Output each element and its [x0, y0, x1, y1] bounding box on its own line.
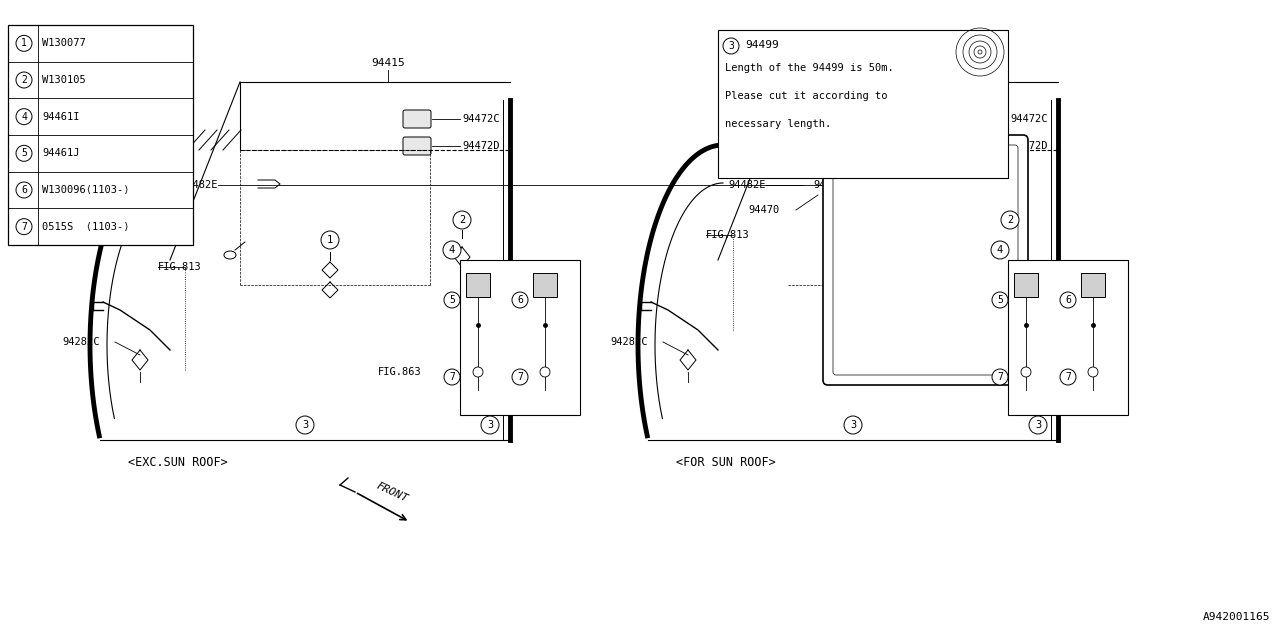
Circle shape: [15, 72, 32, 88]
Bar: [532, 273, 557, 297]
Text: 94415: 94415: [923, 58, 957, 68]
Text: 94282C: 94282C: [611, 337, 648, 347]
Text: Length of the 94499 is 50m.: Length of the 94499 is 50m.: [724, 63, 893, 73]
Circle shape: [512, 369, 529, 385]
Circle shape: [1060, 369, 1076, 385]
Bar: [1009, 260, 1128, 415]
Circle shape: [481, 416, 499, 434]
Text: FIG.863: FIG.863: [378, 367, 421, 377]
Text: 7: 7: [20, 221, 27, 232]
Text: 0515S  ⟨1103-⟩: 0515S ⟨1103-⟩: [42, 221, 129, 232]
Text: Please cut it according to: Please cut it according to: [724, 91, 887, 101]
Text: 94472D: 94472D: [1010, 141, 1047, 151]
Text: 94282C: 94282C: [61, 337, 100, 347]
Circle shape: [474, 367, 483, 377]
Text: 94472C: 94472C: [1010, 114, 1047, 124]
Text: 4: 4: [997, 245, 1004, 255]
Bar: [460, 260, 580, 415]
Text: 94482E: 94482E: [728, 180, 765, 190]
Circle shape: [15, 219, 32, 235]
Text: 3: 3: [302, 420, 308, 430]
Circle shape: [992, 292, 1009, 308]
Text: 7: 7: [517, 372, 524, 382]
Circle shape: [15, 109, 32, 125]
Text: necessary length.: necessary length.: [724, 119, 831, 129]
Circle shape: [296, 416, 314, 434]
FancyBboxPatch shape: [823, 135, 1028, 385]
Circle shape: [991, 241, 1009, 259]
Circle shape: [1029, 416, 1047, 434]
Circle shape: [1001, 211, 1019, 229]
Text: 94461I: 94461I: [42, 111, 79, 122]
Text: FIG.863: FIG.863: [925, 367, 970, 377]
Bar: [1082, 273, 1105, 297]
Text: 3: 3: [850, 420, 856, 430]
Text: 94470: 94470: [748, 205, 780, 215]
Text: FIG.813: FIG.813: [707, 230, 750, 240]
Text: FRONT: FRONT: [375, 481, 410, 504]
Text: W130105: W130105: [42, 75, 86, 85]
Circle shape: [15, 145, 32, 161]
Circle shape: [992, 369, 1009, 385]
Text: W130077: W130077: [42, 38, 86, 49]
Circle shape: [15, 182, 32, 198]
Text: 7: 7: [1065, 372, 1071, 382]
Circle shape: [1060, 292, 1076, 308]
Circle shape: [444, 369, 460, 385]
FancyBboxPatch shape: [951, 110, 979, 128]
Text: 3: 3: [486, 420, 493, 430]
Text: W130096⟨1103-⟩: W130096⟨1103-⟩: [42, 185, 129, 195]
Text: 5: 5: [20, 148, 27, 158]
FancyBboxPatch shape: [403, 110, 431, 128]
Text: 6: 6: [1065, 295, 1071, 305]
FancyBboxPatch shape: [951, 137, 979, 155]
Text: 94472C: 94472C: [462, 114, 499, 124]
Bar: [718, 30, 1009, 178]
Text: 5: 5: [449, 295, 454, 305]
Text: 4: 4: [449, 245, 456, 255]
Bar: [1014, 273, 1038, 297]
Text: 2: 2: [1007, 215, 1014, 225]
Text: A942001165: A942001165: [1202, 612, 1270, 622]
Text: 94482E: 94482E: [180, 180, 218, 190]
Text: <EXC.SUN ROOF>: <EXC.SUN ROOF>: [128, 456, 228, 468]
FancyBboxPatch shape: [403, 137, 431, 155]
Circle shape: [444, 292, 460, 308]
Circle shape: [540, 367, 550, 377]
Circle shape: [844, 416, 861, 434]
Text: 94461J: 94461J: [42, 148, 79, 158]
Text: 2: 2: [20, 75, 27, 85]
Text: 1: 1: [20, 38, 27, 49]
Circle shape: [723, 38, 739, 54]
Circle shape: [1021, 367, 1030, 377]
Text: 5: 5: [997, 295, 1004, 305]
Text: 94472D: 94472D: [462, 141, 499, 151]
Bar: [466, 273, 490, 297]
Text: FIG.813: FIG.813: [157, 262, 202, 272]
Text: 94415: 94415: [371, 58, 404, 68]
Text: 3: 3: [728, 41, 733, 51]
Text: 3: 3: [1034, 420, 1041, 430]
Text: 4: 4: [20, 111, 27, 122]
Text: 1: 1: [326, 235, 333, 245]
Text: 94499: 94499: [745, 40, 778, 50]
Circle shape: [321, 231, 339, 249]
Text: 94482: 94482: [813, 180, 845, 190]
Bar: [8, 25, 193, 245]
Circle shape: [1088, 367, 1098, 377]
Text: 6: 6: [20, 185, 27, 195]
Circle shape: [15, 35, 32, 51]
Text: 7: 7: [997, 372, 1004, 382]
Text: 7: 7: [449, 372, 454, 382]
Text: 6: 6: [517, 295, 524, 305]
Circle shape: [512, 292, 529, 308]
Text: 2: 2: [458, 215, 465, 225]
Circle shape: [443, 241, 461, 259]
Circle shape: [453, 211, 471, 229]
Text: <FOR SUN ROOF>: <FOR SUN ROOF>: [676, 456, 776, 468]
